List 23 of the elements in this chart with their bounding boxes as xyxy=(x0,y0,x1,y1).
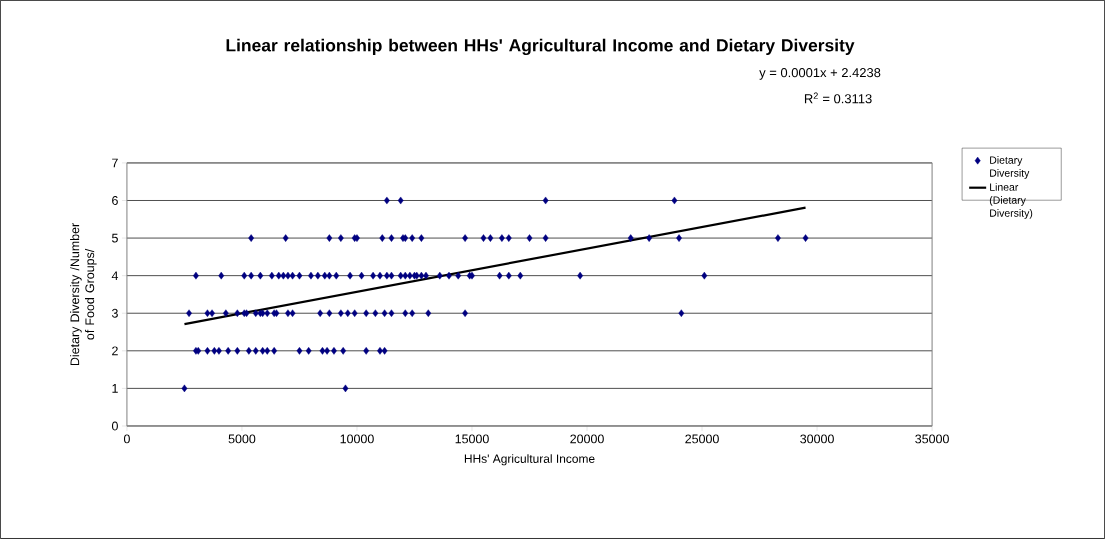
x-tick-label: 25000 xyxy=(685,434,719,444)
y-tick-label: 1 xyxy=(112,384,118,393)
x-tick-label: 30000 xyxy=(800,434,834,444)
x-tick-label: 15000 xyxy=(455,434,489,444)
x-tick-label: 35000 xyxy=(915,434,949,444)
x-tick-label: 5000 xyxy=(228,434,256,444)
y-tick-label: 7 xyxy=(112,158,118,168)
legend-label: Dietary Diversity xyxy=(990,156,1030,179)
x-axis-title: HHs' Agricultural Income xyxy=(464,454,595,466)
legend-label: Linear (Dietary Diversity) xyxy=(989,183,1033,219)
x-tick-label: 0 xyxy=(123,434,130,444)
y-tick-label: 4 xyxy=(111,271,119,280)
x-tick-label: 20000 xyxy=(570,434,604,444)
y-tick-label: 3 xyxy=(111,308,118,318)
text: y = 0.0001x + 2.4238 xyxy=(759,68,881,80)
x-tick-label: 10000 xyxy=(340,434,374,444)
y-tick-label: 5 xyxy=(111,233,118,243)
y-tick-label: 0 xyxy=(111,421,118,431)
chart-title: Linear relationship between HHs' Agricultural Income and Dietary Diversity xyxy=(226,38,855,56)
text: R$^{2}$ = 0.3113 xyxy=(804,92,872,104)
y-tick-label: 2 xyxy=(112,346,118,356)
y-axis-title: Dietary Diversity /Number of Food Groups/ xyxy=(70,223,97,366)
y-tick-label: 6 xyxy=(112,196,118,205)
